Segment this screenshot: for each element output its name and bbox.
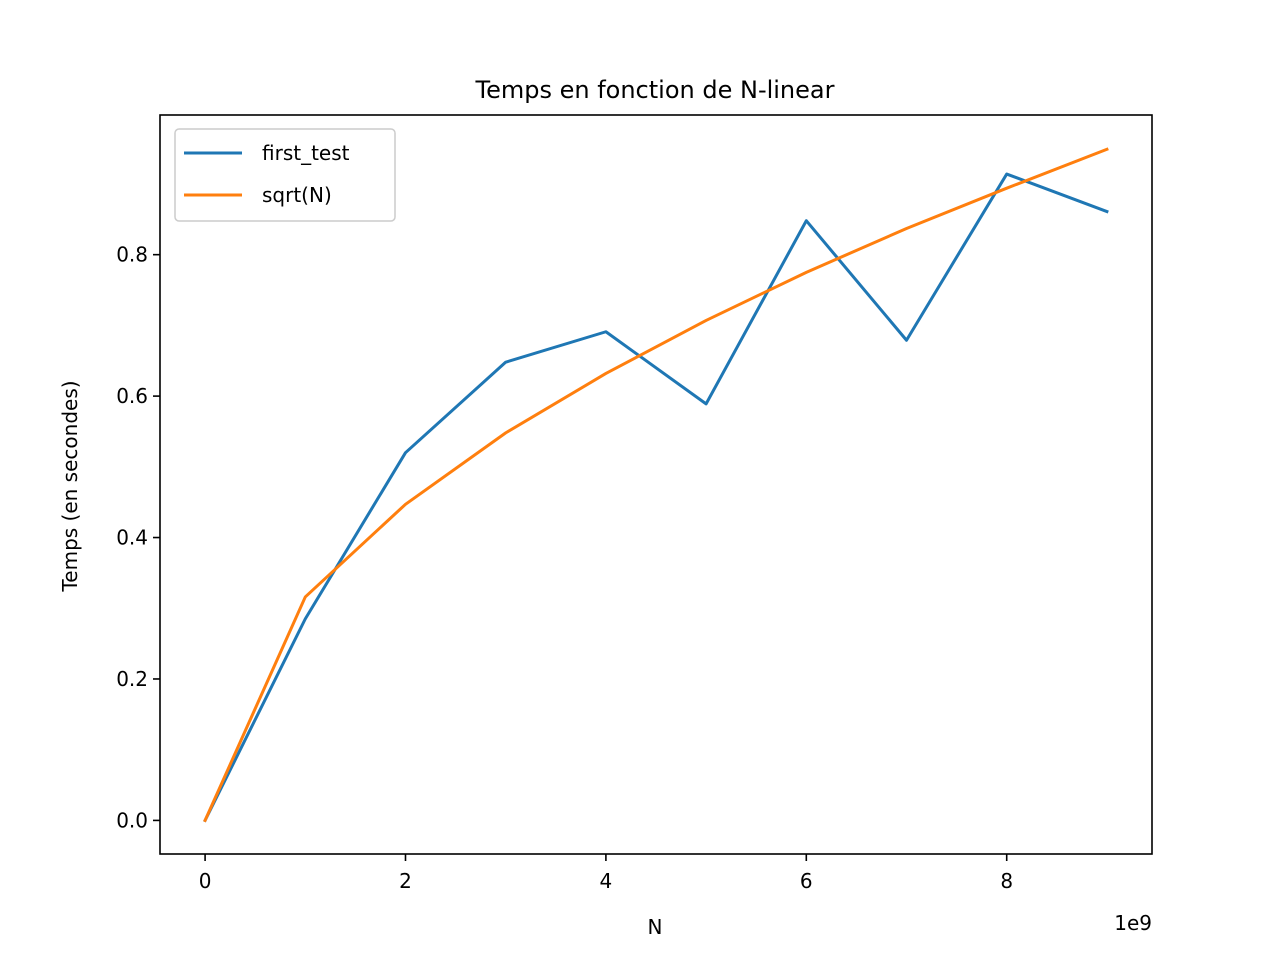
series-line-first-test xyxy=(203,172,1109,823)
y-tick-label: 0.8 xyxy=(116,243,148,267)
x-axis-offset-text: 1e9 xyxy=(1114,911,1152,935)
axes-frame xyxy=(159,114,1153,855)
x-tick-label: 8 xyxy=(1000,869,1013,893)
plot-area: 0 2 4 6 8 0.0 0.2 0.4 0.6 0.8 xyxy=(116,114,1153,893)
x-axis-label: N xyxy=(648,915,663,939)
y-axis-label: Temps (en secondes) xyxy=(58,380,82,592)
x-tick-label: 0 xyxy=(199,869,212,893)
y-tick-label: 0.6 xyxy=(116,384,148,408)
x-tick-label: 4 xyxy=(600,869,613,893)
chart-title: Temps en fonction de N-linear xyxy=(475,76,835,104)
legend: first_test sqrt(N) xyxy=(174,128,396,222)
legend-label: sqrt(N) xyxy=(262,183,332,207)
legend-label: first_test xyxy=(262,141,350,165)
x-tick-label: 2 xyxy=(399,869,412,893)
y-tick-label: 0.4 xyxy=(116,526,148,550)
y-tick-label: 0.2 xyxy=(116,667,148,691)
series-line-sqrt-n- xyxy=(203,147,1109,823)
x-tick-label: 6 xyxy=(800,869,813,893)
y-tick-label: 0.0 xyxy=(116,808,148,832)
